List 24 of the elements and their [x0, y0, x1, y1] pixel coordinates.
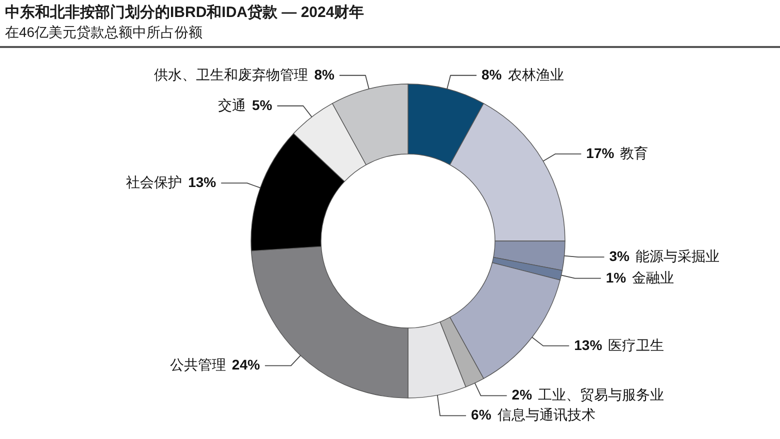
slice-label: 交通	[218, 96, 246, 113]
data-label: 2%	[512, 386, 533, 403]
data-label: 8%	[314, 66, 336, 82]
slice-label: 供水、卫生和废弃物管理	[154, 66, 308, 82]
data-label: 13%	[574, 336, 603, 353]
slice-label: 工业、贸易与服务业	[538, 386, 664, 403]
slice-label: 医疗卫生	[608, 336, 664, 353]
chart-subtitle: 在46亿美元贷款总额中所占份额	[5, 24, 203, 40]
slice-label: 农林渔业	[508, 66, 564, 82]
data-label: 17%	[586, 144, 615, 161]
data-label: 6%	[471, 406, 492, 423]
slice-label: 教育	[620, 144, 648, 161]
slice-label: 公共管理	[170, 356, 226, 373]
data-label: 24%	[232, 356, 260, 373]
data-label: 5%	[252, 96, 273, 113]
data-label: 3%	[609, 248, 630, 264]
chart-title: 中东和北非按部门划分的IBRD和IDA贷款 — 2024财年	[5, 3, 364, 21]
slice-label: 金融业	[632, 269, 674, 286]
data-label: 1%	[606, 269, 627, 286]
slice-label: 社会保护	[126, 174, 182, 190]
data-label: 8%	[482, 66, 502, 82]
data-label: 13%	[188, 174, 217, 190]
slice-label: 能源与采掘业	[635, 248, 720, 264]
slice-label: 信息与通讯技术	[497, 406, 596, 423]
